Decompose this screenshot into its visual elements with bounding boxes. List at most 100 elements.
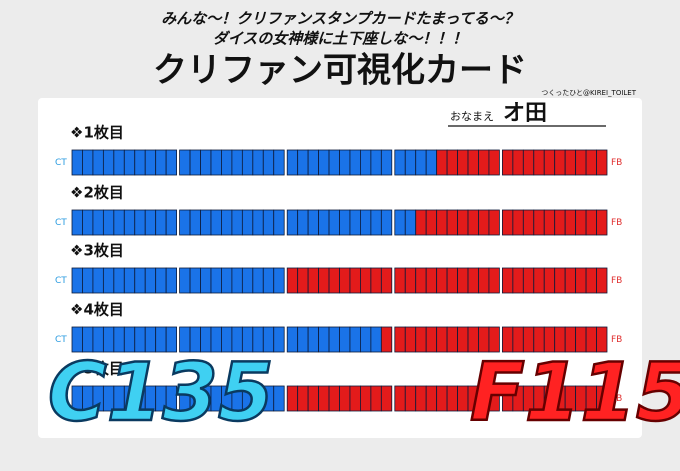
fb-stamp xyxy=(307,267,319,294)
fb-stamp xyxy=(457,209,469,236)
ct-label: CT xyxy=(55,394,67,404)
fb-stamp xyxy=(425,385,438,412)
ct-stamp xyxy=(165,326,177,353)
ct-stamp xyxy=(307,326,319,353)
fb-stamp xyxy=(457,149,469,176)
ct-stamp xyxy=(210,267,222,294)
ct-stamp xyxy=(92,209,104,236)
ct-stamp xyxy=(404,149,417,176)
ct-stamp xyxy=(339,149,351,176)
fb-stamp xyxy=(380,267,393,294)
ct-stamp xyxy=(189,209,201,236)
fb-stamp xyxy=(349,267,361,294)
fb-label: FB xyxy=(611,218,622,228)
ct-stamp xyxy=(370,326,382,353)
ct-stamp xyxy=(231,149,243,176)
ct-stamp xyxy=(339,209,351,236)
fb-stamp xyxy=(436,209,448,236)
ct-stamp xyxy=(231,267,243,294)
fb-stamp xyxy=(543,267,556,294)
fb-stamp xyxy=(575,209,587,236)
fb-stamp xyxy=(394,385,406,412)
fb-stamp xyxy=(575,267,587,294)
fb-stamp xyxy=(457,267,469,294)
fb-stamp xyxy=(533,267,545,294)
fb-stamp xyxy=(349,385,361,412)
ct-label: CT xyxy=(55,218,67,228)
fb-stamp xyxy=(501,149,514,176)
ct-stamp xyxy=(380,149,393,176)
ct-stamp xyxy=(297,326,309,353)
ct-stamp xyxy=(221,209,233,236)
header-line: ダイスの女神様に土下座しな〜！！！ xyxy=(213,30,468,48)
ct-stamp xyxy=(221,149,233,176)
ct-stamp xyxy=(394,149,406,176)
fb-stamp xyxy=(522,149,535,176)
fb-stamp xyxy=(380,326,393,353)
ct-stamp xyxy=(380,209,393,236)
ct-stamp xyxy=(262,267,275,294)
ct-stamp xyxy=(113,267,125,294)
fb-stamp xyxy=(360,267,372,294)
ct-stamp xyxy=(349,149,361,176)
ct-stamp xyxy=(210,149,222,176)
fb-stamp xyxy=(554,267,566,294)
fb-stamp xyxy=(512,149,524,176)
ct-stamp xyxy=(102,267,115,294)
ct-stamp xyxy=(82,209,94,236)
fb-stamp xyxy=(533,209,545,236)
ct-stamp xyxy=(179,149,191,176)
ct-stamp xyxy=(113,209,125,236)
ct-stamp xyxy=(370,209,382,236)
name-label: おなまえ xyxy=(450,110,494,123)
ct-stamp xyxy=(349,326,361,353)
ct-stamp xyxy=(92,267,104,294)
fb-label: FB xyxy=(611,276,622,286)
ct-stamp xyxy=(286,149,299,176)
fb-stamp xyxy=(328,385,340,412)
ct-stamp xyxy=(370,149,382,176)
fb-stamp xyxy=(596,209,608,236)
fb-label: FB xyxy=(611,335,622,345)
ct-stamp xyxy=(360,209,372,236)
ct-stamp xyxy=(328,149,340,176)
ct-stamp xyxy=(155,267,167,294)
ct-stamp xyxy=(71,267,83,294)
ct-stamp xyxy=(273,326,285,353)
ct-stamp xyxy=(82,267,94,294)
ct-stamp xyxy=(252,149,264,176)
ct-stamp xyxy=(252,209,264,236)
fb-stamp xyxy=(585,149,597,176)
ct-stamp xyxy=(165,209,177,236)
fb-stamp xyxy=(318,385,330,412)
ct-stamp xyxy=(231,209,243,236)
fb-stamp xyxy=(596,267,608,294)
fb-stamp xyxy=(467,149,479,176)
fb-stamp xyxy=(404,326,417,353)
ct-stamp xyxy=(165,149,177,176)
ct-stamp xyxy=(221,267,233,294)
fb-stamp xyxy=(501,267,514,294)
ct-stamp xyxy=(273,209,285,236)
fb-stamp xyxy=(478,267,490,294)
ct-stamp xyxy=(113,149,125,176)
fb-stamp xyxy=(543,149,556,176)
fb-stamp xyxy=(554,209,566,236)
fb-stamp xyxy=(370,267,382,294)
fb-stamp xyxy=(436,149,448,176)
ct-stamp xyxy=(155,209,167,236)
ct-stamp xyxy=(71,149,83,176)
ct-stamp xyxy=(318,326,330,353)
fb-stamp xyxy=(488,267,500,294)
ct-stamp xyxy=(273,385,285,412)
ct-stamp xyxy=(102,209,115,236)
ct-stamp xyxy=(144,267,157,294)
fb-stamp xyxy=(522,209,535,236)
ct-stamp xyxy=(92,149,104,176)
rows: ❖1枚目 CT FB ❖2枚目 CT FB ❖3枚目 CT FB ❖4枚目 CT FB ❖5枚目 CT FB xyxy=(55,124,622,412)
ct-stamp xyxy=(339,326,351,353)
ct-stamp xyxy=(210,209,222,236)
fb-stamp xyxy=(446,267,458,294)
fb-stamp xyxy=(318,267,330,294)
